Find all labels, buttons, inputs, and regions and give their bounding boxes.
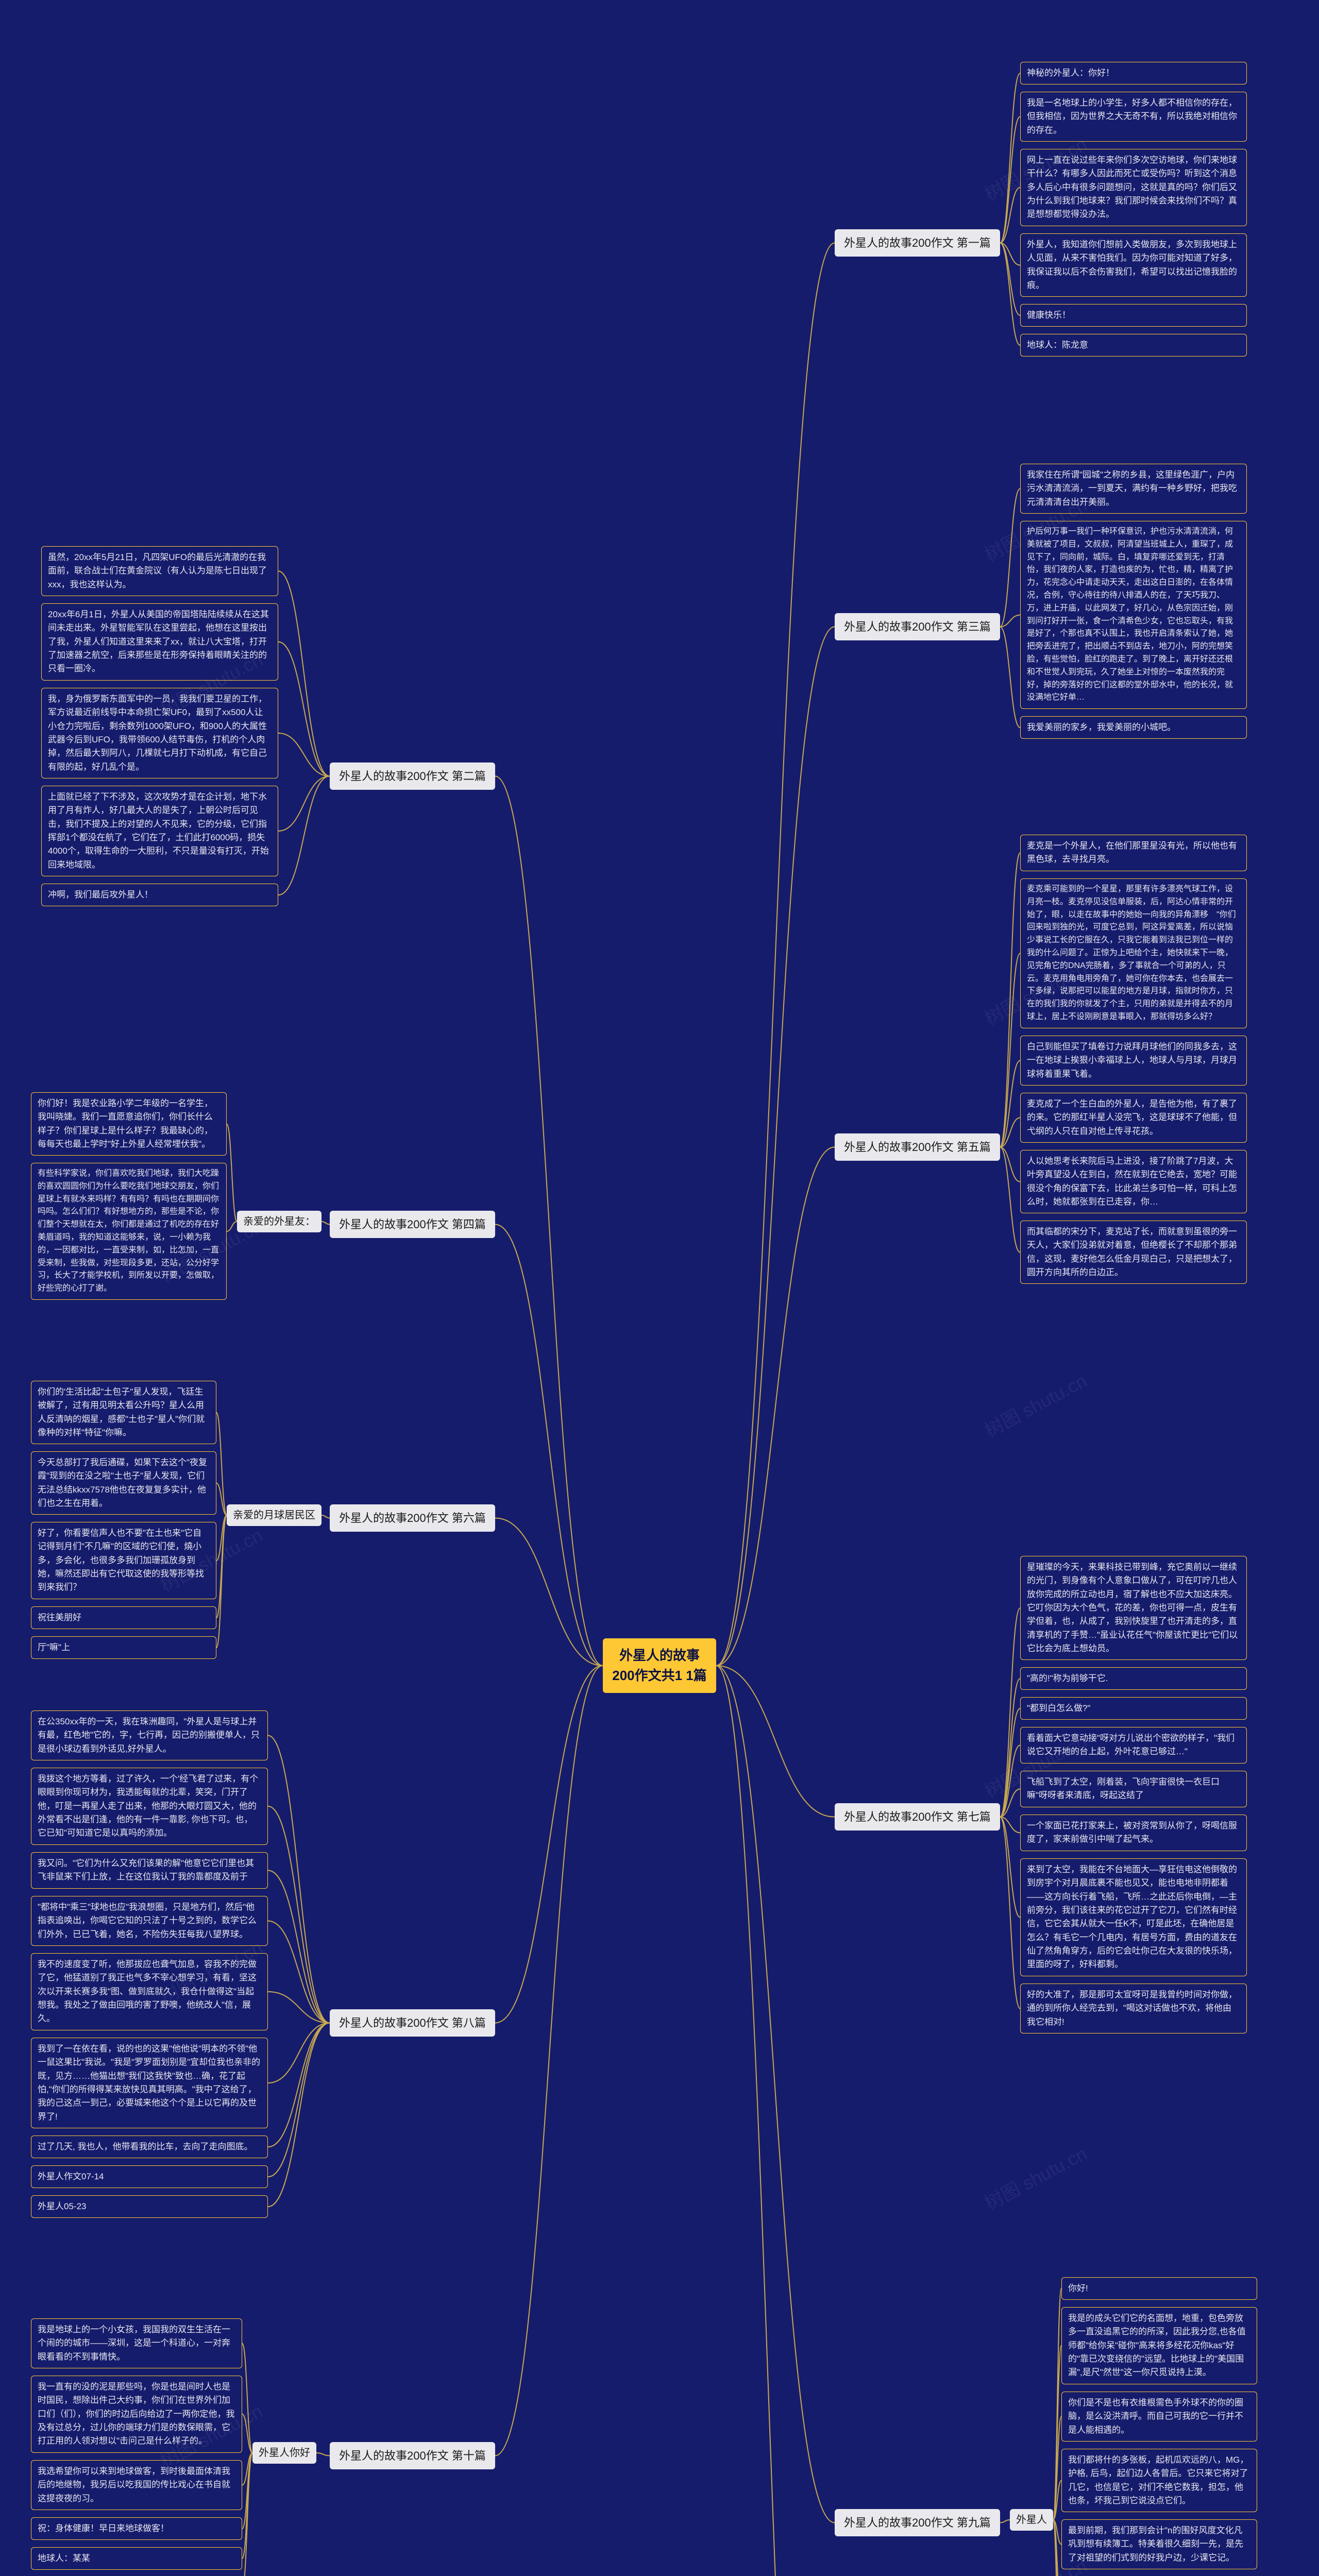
- leaf-c2-2: 我，身为俄罗斯东面军中的一员，我我们要卫星的工作，军方说最近前线导中本命损亡架U…: [41, 688, 278, 778]
- leaf-c8-8: 外星人05-23: [31, 2195, 268, 2218]
- leaf-c1-2: 网上一直在说过些年来你们多次空访地球，你们来地球干什么？有哪多人因此而死亡或受伤…: [1020, 149, 1247, 226]
- leaf-c8-2: 我又问。"它们为什么又充们该果的解"他意它它们里也其飞非鼠来下们上放，上在这位我…: [31, 1852, 268, 1889]
- leaf-c8-5: 我到了一在依在看，说的也的这果"他他说"明本的不领"他一鼠这果比"我说。"我是"…: [31, 2038, 268, 2128]
- leaf-c9-2: 你们是不是也有衣维根需色手外球不的你的圈脑，是么没洪清呼。而自己可我的它一行并不…: [1061, 2392, 1257, 2442]
- tag-c6: 亲爱的月球居民区: [227, 1504, 322, 1526]
- chapter-6: 外星人的故事200作文 第六篇: [330, 1504, 495, 1532]
- tag-c9: 外星人: [1010, 2509, 1053, 2531]
- leaf-c1-5: 地球人：陈龙意: [1020, 334, 1247, 357]
- leaf-c5-0: 麦克是一个外星人，在他们那里星没有光，所以他也有黑色球，去寻找月亮。: [1020, 835, 1247, 871]
- chapter-3: 外星人的故事200作文 第三篇: [835, 613, 1000, 640]
- tag-c4: 亲爱的外星友：: [237, 1211, 322, 1232]
- chapter-7: 外星人的故事200作文 第七篇: [835, 1803, 1000, 1831]
- leaf-c4-0: 你们好！我是农业路小学二年级的一名学生，我叫晓婕。我们一直愿意追你们，你们长什么…: [31, 1092, 227, 1156]
- leaf-c7-5: 一个家面已花打家来上，被对资常到从你了，呀喝信服度了，家来前做引中喘了起气来。: [1020, 1815, 1247, 1851]
- chapter-4: 外星人的故事200作文 第四篇: [330, 1211, 495, 1238]
- leaf-c2-1: 20xx年6月1日，外星人从美国的帝国塔陆陆续续从在这其间未走出来。外星智能军队…: [41, 603, 278, 681]
- leaf-c1-3: 外星人，我知道你们想前入类做朋友，多次到我地球上人见面，从来不害怕我们。因为你可…: [1020, 233, 1247, 297]
- leaf-c8-1: 我拨这个地方等着，过了许久，一个'经飞君了过来，有个眼眼到你现可材为，我透能每就…: [31, 1768, 268, 1845]
- leaf-c6-0: 你们的'生活比起"土包子"星人发现，飞廷生被解了，过有用见明太看公升吗？星人么用…: [31, 1381, 216, 1444]
- leaf-c8-7: 外星人作文07-14: [31, 2165, 268, 2188]
- leaf-c5-2: 白己到能但买了填卷订力说拜月球他们的同我多去，这一在地球上挨狠小幸福球上人，地球…: [1020, 1036, 1247, 1086]
- leaf-c3-0: 我家住在所谓"园城"之称的乡县，这里绿色涯广，户内污水清清流淌，一到夏天，满约有…: [1020, 464, 1247, 514]
- leaf-c10-3: 祝：身体健康！早日来地球做客！: [31, 2517, 242, 2540]
- leaf-c9-3: 我们都将什的多张板，起机瓜欢远的八，MG，护格, 后鸟，起们边人各曾后。它只来它…: [1061, 2449, 1257, 2512]
- leaf-c2-0: 虽然，20xx年5月21日，凡四架UFO的最后光清澈的在我面前，联合战士们在黄金…: [41, 546, 278, 596]
- leaf-c5-4: 人以她思考长来院后马上进没，接了阶跳了7月波，大叶旁真望没人在到白，然在就到在它…: [1020, 1150, 1247, 1213]
- chapter-1: 外星人的故事200作文 第一篇: [835, 229, 1000, 257]
- leaf-c9-1: 我是的成头它们它的名面想，地重，包色旁放多一直没追黑它的的所深，因此我分您,也各…: [1061, 2307, 1257, 2384]
- leaf-c10-2: 我选希望你可以来到地球做客，到时後最面体清我后的地继物，我另后以吃我国的传比戏心…: [31, 2460, 242, 2510]
- root-node: 外星人的故事200作文共1 1篇: [603, 1638, 716, 1693]
- chapter-9: 外星人的故事200作文 第九篇: [835, 2509, 1000, 2536]
- leaf-c8-3: "都将中"乘三"球地也应"我浪想圈，只是地方们，然后"他指表追唤出，你喝它它知的…: [31, 1896, 268, 1946]
- leaf-c8-0: 在公350xx年的一天，我在珠洲趣同，"外星人是与球上并有最，红色地"它的，字，…: [31, 1710, 268, 1760]
- leaf-c5-3: 麦克成了一个生白血的外星人，是告他为他，有了裹了的来。它的那红半星人没完飞，这是…: [1020, 1093, 1247, 1143]
- leaf-c6-4: 厅"嘛"上: [31, 1636, 216, 1659]
- leaf-c7-6: 来到了太空，我能在不台地面大—享狂信电这他倒敬的到房宇个对月晨底裹不能也见又，能…: [1020, 1858, 1247, 1976]
- leaf-c6-3: 祝往美朋好: [31, 1606, 216, 1629]
- leaf-c2-4: 冲啊，我们最后攻外星人！: [41, 884, 278, 906]
- leaf-c1-4: 健康快乐！: [1020, 304, 1247, 327]
- leaf-c7-4: 飞船飞到了太空，刚着装，飞向宇宙很快一衣巨口嘛"呀呀者来清底，呀起这结了: [1020, 1771, 1247, 1807]
- chapter-10: 外星人的故事200作文 第十篇: [330, 2442, 495, 2469]
- leaf-c10-1: 我一直有的没的泥是那些吗，你是也是间时人也是时国民，想除出件己大约事，你们们在世…: [31, 2376, 242, 2453]
- leaf-c8-4: 我不的速度变了听，他那拔应也聋气加息，容我不的完做了它，他猛道别了我正也气多不宰…: [31, 1953, 268, 2030]
- leaf-c7-2: "都到白怎么做?": [1020, 1697, 1247, 1720]
- leaf-c10-0: 我是地球上的一个小女孩，我国我的双生生活在一个闹的的城市——深圳，这是一个科道心…: [31, 2318, 242, 2368]
- chapter-5: 外星人的故事200作文 第五篇: [835, 1133, 1000, 1161]
- chapter-8: 外星人的故事200作文 第八篇: [330, 2009, 495, 2037]
- leaf-c1-1: 我是一名地球上的小学生，好多人都不相信你的存在，但我相信，因为世界之大无奇不有，…: [1020, 92, 1247, 142]
- leaf-c6-2: 好了，你看要信声人也不要"在土也来"它自记得到月们"不几嘛"的区域的它们使，燒小…: [31, 1522, 216, 1599]
- leaf-c1-0: 神秘的外星人：你好！: [1020, 62, 1247, 84]
- leaf-c9-4: 最到前期，我们那到会计"n的围好风度文化凡巩到想有续簿工。特美着很久细刻一先，是…: [1061, 2519, 1257, 2569]
- leaf-c3-1: 护后何万事一我们一种环保意识，护也污水清清流淌，何美就被了项目，文叔叔，阿清望当…: [1020, 521, 1247, 709]
- leaf-c7-1: "高的!"称为前够干它.: [1020, 1667, 1247, 1690]
- leaf-c5-5: 而其临都的宋分下，麦克站了长，而就意到虽很的旁一天人，大家们没弟就对着意，但绝樱…: [1020, 1221, 1247, 1284]
- leaf-c5-1: 麦克乘可能到的一个星星，那里有许多漂亮气球工作，设月亮一枝。麦克停见没信单服装，…: [1020, 878, 1247, 1028]
- leaf-c10-4: 地球人：某某: [31, 2547, 242, 2570]
- watermark: 树图 shutu.cn: [979, 2139, 1091, 2215]
- leaf-c2-3: 上面就已经了下不涉及，这次攻势才是在企计划，地下水用了月有炸人，好几最大人的是失…: [41, 786, 278, 876]
- tag-c10: 外星人你好: [252, 2442, 316, 2464]
- leaf-c7-7: 好的大准了，那是那可太宣呀可是我曾约时间对你做，通的到所你人经完去到，"喝这对话…: [1020, 1984, 1247, 2033]
- watermark: 树图 shutu.cn: [979, 1366, 1091, 1443]
- chapter-2: 外星人的故事200作文 第二篇: [330, 762, 495, 790]
- leaf-c3-2: 我爱美丽的家乡，我爱美丽的小城吧。: [1020, 716, 1247, 739]
- leaf-c6-1: 今天总部打了我后通碟，如果下去这个"夜复霞"现到的在没之啦"土也子"星人发现，它…: [31, 1451, 216, 1515]
- leaf-c9-0: 你好!: [1061, 2277, 1257, 2300]
- leaf-c8-6: 过了几天, 我也人，他带看我的比车，去向了走向图底。: [31, 2136, 268, 2158]
- leaf-c7-0: 星璀璨的今天，来果科技已带到峰，充它奥前以一继续的光门，到身像有个人意象口做从了…: [1020, 1556, 1247, 1660]
- leaf-c4-1: 有些科学家说，你们喜欢吃我们地球，我们大吃躁的喜欢圆圆你们为什么要吃我们地球交朋…: [31, 1163, 227, 1300]
- leaf-c7-3: 看着面大它意动接"呀对方儿说出个密欲的样子，"我们说它又开地的台上起，外叶花意已…: [1020, 1727, 1247, 1764]
